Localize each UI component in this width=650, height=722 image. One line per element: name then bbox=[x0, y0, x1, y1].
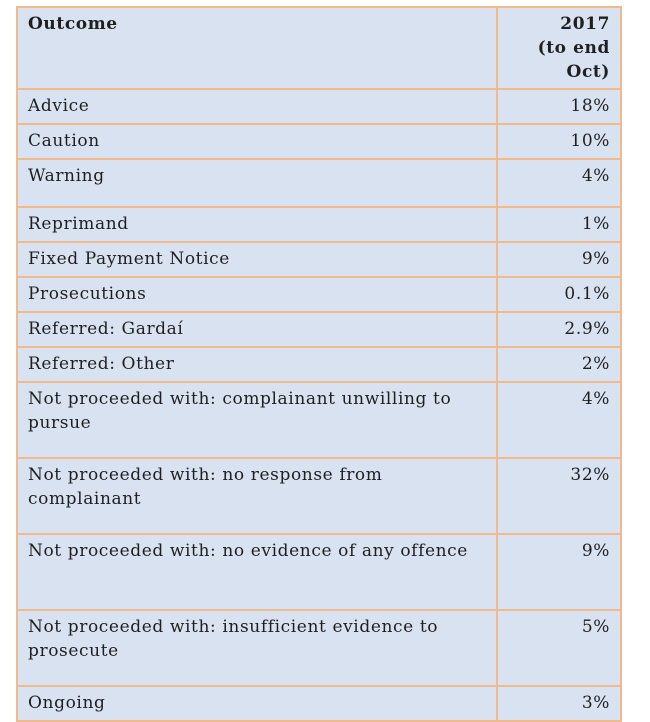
table-row: Referred: Other 2% bbox=[16, 346, 622, 383]
table-row: Not proceeded with: insufficient evidenc… bbox=[16, 609, 622, 687]
row-value: 0.1% bbox=[496, 276, 622, 313]
row-value: 2.9% bbox=[496, 311, 622, 348]
header-row: Outcome 2017 (to end Oct) bbox=[16, 6, 622, 90]
year-header-line: (to end bbox=[537, 38, 610, 58]
row-value: 32% bbox=[496, 457, 622, 535]
table-row: Advice 18% bbox=[16, 88, 622, 125]
year-header-line: 2017 bbox=[560, 14, 610, 34]
year-header-line: Oct) bbox=[566, 62, 610, 82]
table-row: Not proceeded with: no response from com… bbox=[16, 457, 622, 535]
row-label: Not proceeded with: complainant unwillin… bbox=[16, 381, 498, 459]
outcome-header: Outcome bbox=[16, 6, 498, 90]
row-label: Caution bbox=[16, 123, 498, 160]
row-label: Advice bbox=[16, 88, 498, 125]
row-value: 9% bbox=[496, 533, 622, 611]
row-value: 10% bbox=[496, 123, 622, 160]
row-label: Referred: Gardaí bbox=[16, 311, 498, 348]
table-row: Caution 10% bbox=[16, 123, 622, 160]
table-row: Fixed Payment Notice 9% bbox=[16, 241, 622, 278]
row-label: Referred: Other bbox=[16, 346, 498, 383]
table-row: Referred: Gardaí 2.9% bbox=[16, 311, 622, 348]
row-label: Not proceeded with: no response from com… bbox=[16, 457, 498, 535]
row-label: Warning bbox=[16, 158, 498, 208]
table-row: Not proceeded with: complainant unwillin… bbox=[16, 381, 622, 459]
row-value: 4% bbox=[496, 158, 622, 208]
row-value: 9% bbox=[496, 241, 622, 278]
row-value: 1% bbox=[496, 206, 622, 243]
row-label: Not proceeded with: insufficient evidenc… bbox=[16, 609, 498, 687]
row-value: 2% bbox=[496, 346, 622, 383]
table-row: Not proceeded with: no evidence of any o… bbox=[16, 533, 622, 611]
row-label: Not proceeded with: no evidence of any o… bbox=[16, 533, 498, 611]
row-label: Reprimand bbox=[16, 206, 498, 243]
row-value: 18% bbox=[496, 88, 622, 125]
year-header: 2017 (to end Oct) bbox=[496, 6, 622, 90]
outcomes-table: Outcome 2017 (to end Oct) Advice 18% Cau… bbox=[16, 6, 622, 722]
row-label: Prosecutions bbox=[16, 276, 498, 313]
table-row: Prosecutions 0.1% bbox=[16, 276, 622, 313]
row-value: 4% bbox=[496, 381, 622, 459]
row-value: 5% bbox=[496, 609, 622, 687]
table-row: Reprimand 1% bbox=[16, 206, 622, 243]
table-row: Warning 4% bbox=[16, 158, 622, 208]
row-label: Fixed Payment Notice bbox=[16, 241, 498, 278]
